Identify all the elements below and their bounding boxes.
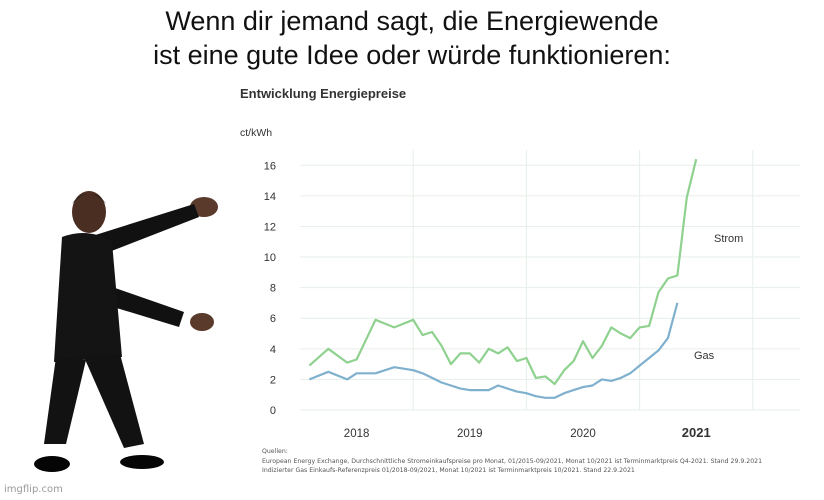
- y-tick-label: 12: [264, 221, 276, 233]
- chart-ticks: 0 2 4 6 8 10 12 14 16 2018 2019 2020 2021: [264, 160, 711, 440]
- y-tick-label: 0: [270, 405, 276, 417]
- chart-series: [308, 158, 698, 399]
- y-tick-label: 6: [270, 313, 276, 325]
- upper-arm: [89, 204, 199, 257]
- y-tick-label: 16: [264, 160, 276, 172]
- y-tick-label: 2: [270, 374, 276, 386]
- chart-sources: Quellen: European Energy Exchange, Durch…: [262, 447, 762, 476]
- y-tick-label: 14: [264, 191, 276, 203]
- right-leg: [84, 354, 144, 448]
- hair: [72, 194, 106, 204]
- sources-line-2: Indizierter Gas Einkaufs-Referenzpreis 0…: [262, 467, 635, 475]
- left-hand-icon: [190, 313, 214, 331]
- jacket: [54, 233, 122, 362]
- left-leg: [44, 357, 86, 444]
- meme-caption: Wenn dir jemand sagt, die Energiewende i…: [0, 4, 824, 72]
- x-tick-label: 2018: [344, 428, 370, 440]
- series-line-gas: [308, 302, 679, 399]
- y-tick-label: 10: [264, 252, 276, 264]
- chart-annotations: Strom Gas: [694, 233, 743, 362]
- x-tick-label: 2021: [682, 425, 711, 440]
- right-shoe: [120, 455, 164, 469]
- imgflip-watermark: imgflip.com: [4, 484, 63, 495]
- head: [72, 191, 106, 233]
- sources-heading: Quellen:: [262, 448, 288, 455]
- tada-man-figure: [34, 191, 218, 472]
- y-tick-label: 4: [270, 344, 276, 356]
- x-tick-label: 2019: [457, 428, 483, 440]
- y-axis-label: ct/kWh: [240, 127, 272, 139]
- x-tick-label: 2020: [570, 428, 596, 440]
- left-shoe: [34, 456, 70, 472]
- series-line-strom: [308, 158, 698, 386]
- sources-line-1: European Energy Exchange, Durchschnittli…: [262, 457, 763, 465]
- y-tick-label: 8: [270, 283, 276, 295]
- series-label-strom: Strom: [714, 233, 743, 245]
- chart-grid: [300, 150, 800, 411]
- chart-title: Entwicklung Energiepreise: [240, 86, 406, 101]
- series-label-gas: Gas: [694, 350, 715, 362]
- meme-caption-line-1: Wenn dir jemand sagt, die Energiewende: [165, 6, 659, 36]
- meme-caption-line-2: ist eine gute Idee oder würde funktionie…: [153, 40, 671, 70]
